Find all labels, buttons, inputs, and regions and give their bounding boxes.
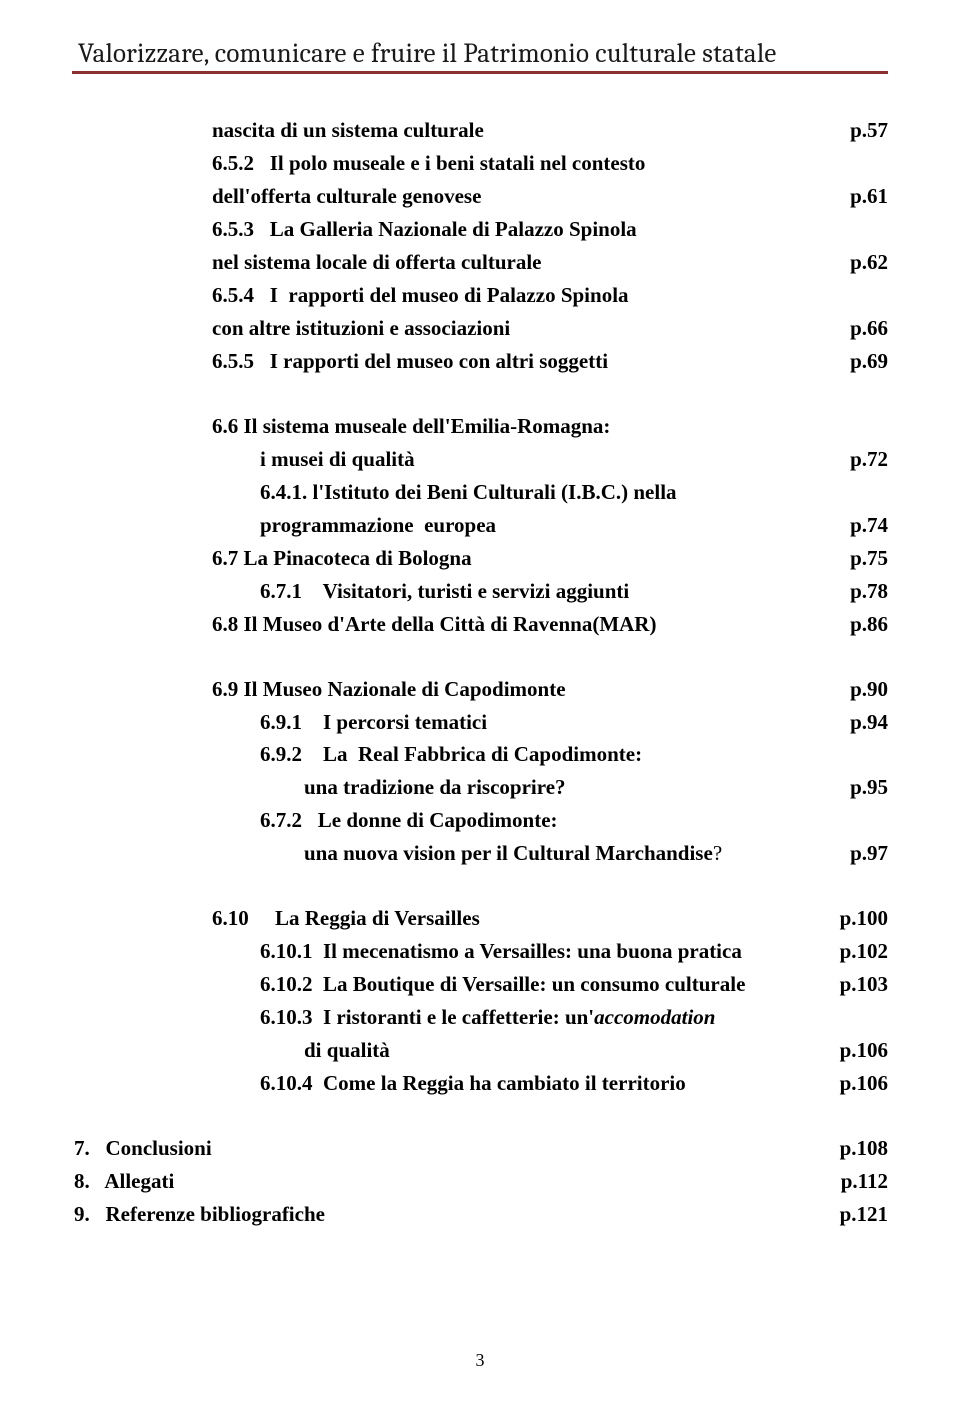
toc-page: p.72 (830, 443, 888, 476)
toc-label: 6.7 La Pinacoteca di Bologna (212, 542, 472, 575)
toc-row: 6.10 La Reggia di Versailles p.100 (72, 902, 888, 935)
header-title: Valorizzare, comunicare e fruire il Patr… (78, 38, 776, 69)
toc-page: p.69 (830, 345, 888, 378)
toc-label: 6.7.2 Le donne di Capodimonte: (260, 804, 558, 837)
toc-page: p.97 (830, 837, 888, 870)
toc-label: 6.10.3 I ristoranti e le caffetterie: un… (260, 1001, 715, 1034)
toc-row: 6.9 Il Museo Nazionale di Capodimonte p.9… (72, 673, 888, 706)
toc-row: nascita di un sistema culturale p.57 (72, 114, 888, 147)
toc-label: 6.10.1 Il mecenatismo a Versailles: una … (260, 935, 742, 968)
toc-page: p.106 (830, 1067, 888, 1100)
toc-spacer (72, 378, 888, 410)
toc-label: i musei di qualità (260, 443, 415, 476)
toc-row: una tradizione da riscoprire? p.95 (72, 771, 888, 804)
page-header: Valorizzare, comunicare e fruire il Patr… (72, 38, 888, 74)
toc-label: dell'offerta culturale genovese (212, 180, 481, 213)
toc-page: p.61 (830, 180, 888, 213)
toc-label: 6.5.5 I rapporti del museo con altri sog… (212, 345, 608, 378)
toc-row: 6.5.2 Il polo museale e i beni statali n… (72, 147, 888, 180)
toc-row: 6.10.4 Come la Reggia ha cambiato il ter… (72, 1067, 888, 1100)
toc-label: 6.9 Il Museo Nazionale di Capodimonte (212, 673, 566, 706)
toc-page: p.103 (830, 968, 888, 1001)
toc-label: 6.5.2 Il polo museale e i beni statali n… (212, 147, 645, 180)
toc-spacer (72, 870, 888, 902)
toc-label: di qualità (304, 1034, 390, 1067)
toc-row: 6.7.2 Le donne di Capodimonte: (72, 804, 888, 837)
toc-page: p.57 (830, 114, 888, 147)
toc-row: 6.10.2 La Boutique di Versaille: un cons… (72, 968, 888, 1001)
toc-row: nel sistema locale di offerta culturale p… (72, 246, 888, 279)
toc-page: p.78 (830, 575, 888, 608)
toc-row: 6.10.3 I ristoranti e le caffetterie: un… (72, 1001, 888, 1034)
toc-label: 8. Allegati (74, 1165, 174, 1198)
toc-label: 6.6 Il sistema museale dell'Emilia-Romag… (212, 410, 610, 443)
toc-row: programmazione europea p.74 (72, 509, 888, 542)
toc-label: programmazione europea (260, 509, 496, 542)
toc-label: 9. Referenze bibliografiche (74, 1198, 325, 1231)
toc-label: nascita di un sistema culturale (212, 114, 484, 147)
toc-page: p.75 (830, 542, 888, 575)
toc-label: una tradizione da riscoprire? (304, 771, 566, 804)
toc-label: 6.5.4 I rapporti del museo di Palazzo Sp… (212, 279, 629, 312)
toc-page: p.94 (830, 706, 888, 739)
toc-label: 6.4.1. l'Istituto dei Beni Culturali (I.… (260, 476, 677, 509)
toc-page: p.112 (830, 1165, 888, 1198)
page-number: 3 (0, 1350, 960, 1371)
toc-page: p.90 (830, 673, 888, 706)
toc-page: p.62 (830, 246, 888, 279)
toc-row: 6.5.3 La Galleria Nazionale di Palazzo S… (72, 213, 888, 246)
toc-row: 6.6 Il sistema museale dell'Emilia-Romag… (72, 410, 888, 443)
toc-page: p.100 (830, 902, 888, 935)
toc-row: 6.5.5 I rapporti del museo con altri sog… (72, 345, 888, 378)
toc-row: 6.10.1 Il mecenatismo a Versailles: una … (72, 935, 888, 968)
toc-page: p.95 (830, 771, 888, 804)
toc-row: con altre istituzioni e associazioni p.66 (72, 312, 888, 345)
toc-row: 6.8 Il Museo d'Arte della Città di Raven… (72, 608, 888, 641)
toc-label: una nuova vision per il Cultural Marchan… (304, 837, 722, 870)
toc-label: 7. Conclusioni (74, 1132, 212, 1165)
toc-spacer (72, 641, 888, 673)
toc-row: 7. Conclusioni p.108 (72, 1132, 888, 1165)
toc-page: p.106 (830, 1034, 888, 1067)
toc-page: p.74 (830, 509, 888, 542)
toc-row: 6.4.1. l'Istituto dei Beni Culturali (I.… (72, 476, 888, 509)
table-of-contents: nascita di un sistema culturale p.57 6.5.2… (72, 114, 888, 1231)
toc-label: 6.8 Il Museo d'Arte della Città di Raven… (212, 608, 656, 641)
toc-label: 6.10.2 La Boutique di Versaille: un cons… (260, 968, 745, 1001)
toc-page: p.86 (830, 608, 888, 641)
toc-page: p.102 (830, 935, 888, 968)
toc-row: i musei di qualità p.72 (72, 443, 888, 476)
toc-page: p.121 (830, 1198, 888, 1231)
toc-page: p.66 (830, 312, 888, 345)
toc-label: 6.10.4 Come la Reggia ha cambiato il ter… (260, 1067, 686, 1100)
toc-row: 6.9.2 La Real Fabbrica di Capodimonte: (72, 738, 888, 771)
toc-label: nel sistema locale di offerta culturale (212, 246, 542, 279)
toc-label: 6.7.1 Visitatori, turisti e servizi aggi… (260, 575, 629, 608)
toc-row: 6.7 La Pinacoteca di Bologna p.75 (72, 542, 888, 575)
toc-label: 6.10 La Reggia di Versailles (212, 902, 480, 935)
toc-row: 9. Referenze bibliografiche p.121 (72, 1198, 888, 1231)
toc-row: dell'offerta culturale genovese p.61 (72, 180, 888, 213)
toc-row: di qualità p.106 (72, 1034, 888, 1067)
toc-page: p.108 (830, 1132, 888, 1165)
toc-label: 6.5.3 La Galleria Nazionale di Palazzo S… (212, 213, 637, 246)
toc-spacer (72, 1100, 888, 1132)
toc-label: con altre istituzioni e associazioni (212, 312, 510, 345)
toc-label: 6.9.2 La Real Fabbrica di Capodimonte: (260, 738, 642, 771)
toc-row: una nuova vision per il Cultural Marchan… (72, 837, 888, 870)
toc-row: 6.9.1 I percorsi tematici p.94 (72, 706, 888, 739)
toc-label: 6.9.1 I percorsi tematici (260, 706, 487, 739)
toc-row: 6.5.4 I rapporti del museo di Palazzo Sp… (72, 279, 888, 312)
toc-row: 8. Allegati p.112 (72, 1165, 888, 1198)
toc-row: 6.7.1 Visitatori, turisti e servizi aggi… (72, 575, 888, 608)
document-page: Valorizzare, comunicare e fruire il Patr… (0, 0, 960, 1423)
